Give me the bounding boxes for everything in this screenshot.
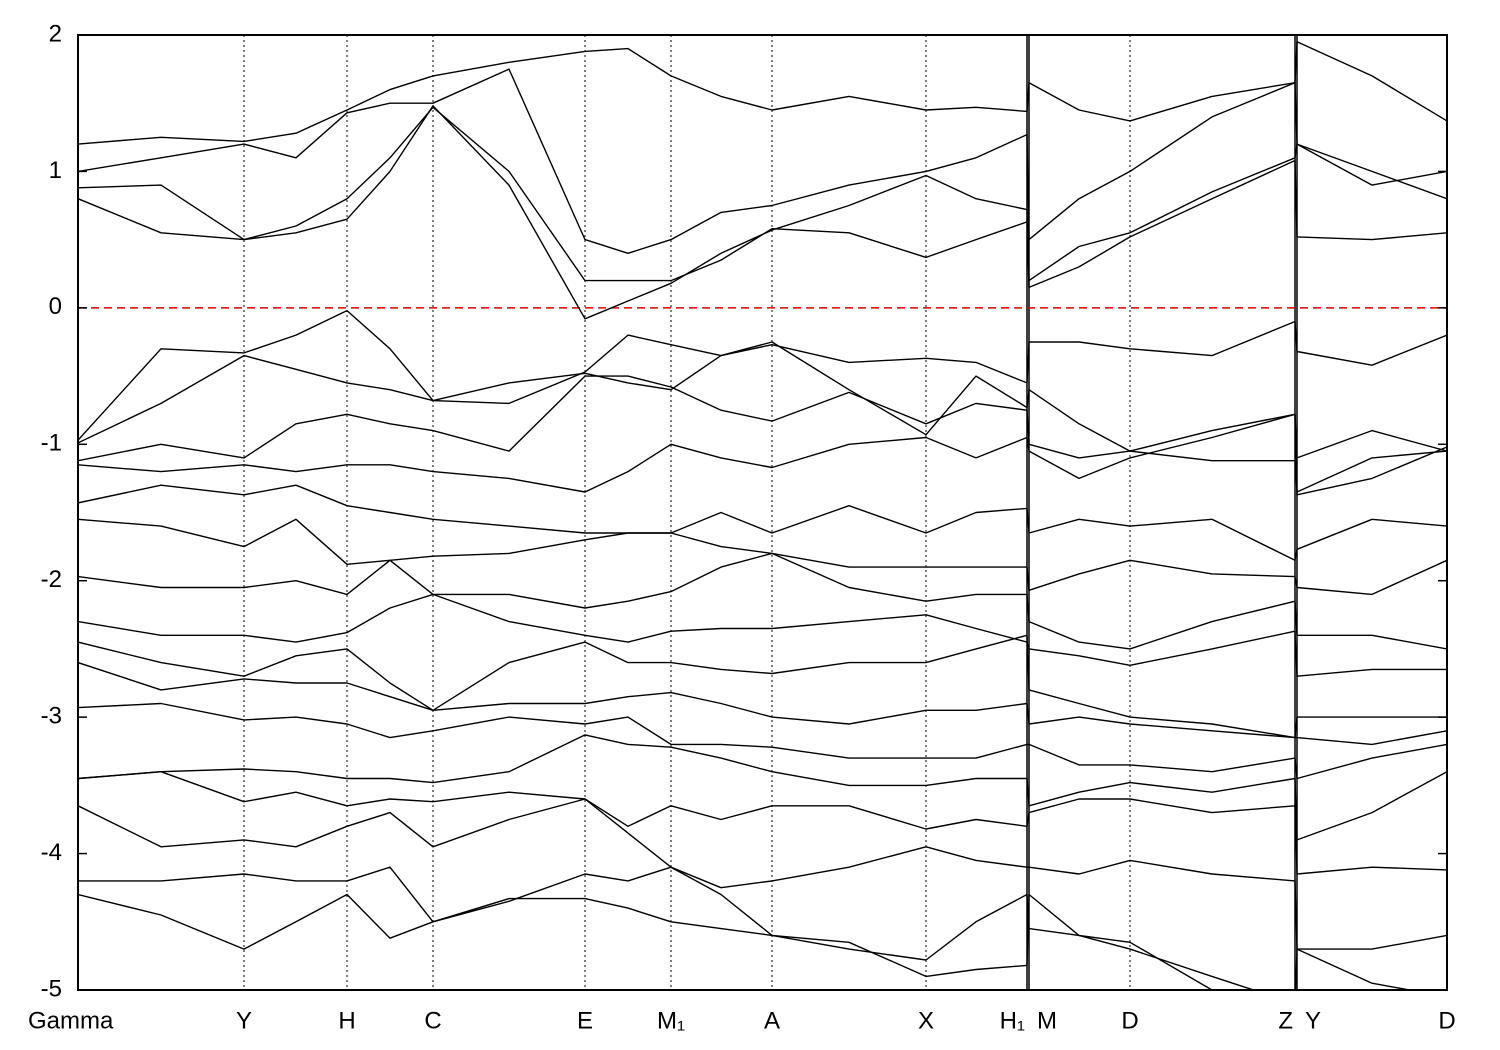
x-tick-label: D xyxy=(1121,1007,1138,1034)
band-line xyxy=(78,634,1447,739)
x-tick-label: Gamma xyxy=(28,1007,114,1034)
band-line xyxy=(78,702,1447,780)
band-line xyxy=(78,309,1447,441)
x-tick-label: X xyxy=(918,1007,934,1034)
x-tick-label: D xyxy=(1438,1007,1455,1034)
y-tick-label: -5 xyxy=(41,975,62,1002)
x-tick-label: H xyxy=(338,1007,355,1034)
y-tick-label: 0 xyxy=(49,293,62,320)
band-line xyxy=(78,771,1447,875)
plot-frame xyxy=(77,34,1448,991)
x-tick-label: E xyxy=(577,1007,593,1034)
y-tick-label: -1 xyxy=(41,430,62,457)
band-line xyxy=(78,68,1447,254)
y-tick-label: 2 xyxy=(49,20,62,47)
band-line xyxy=(78,552,1447,650)
band-line xyxy=(78,106,1447,289)
plot-area xyxy=(78,35,1447,990)
band-line xyxy=(78,341,1447,459)
x-tick-label: H₁ xyxy=(1000,1007,1025,1034)
band-line xyxy=(78,413,1447,496)
band-line xyxy=(78,375,1447,493)
band-line xyxy=(78,484,1447,561)
y-tick-label: 1 xyxy=(49,157,62,184)
x-tick-label: Z xyxy=(1278,1007,1293,1034)
x-tick-label: C xyxy=(424,1007,441,1034)
y-tick-label: -3 xyxy=(41,702,62,729)
band-line xyxy=(78,593,1447,677)
x-tick-label: Y xyxy=(236,1007,252,1034)
x-tick-label: Y xyxy=(1305,1007,1321,1034)
y-tick-label: -2 xyxy=(41,566,62,593)
band-line xyxy=(78,661,1447,746)
band-line xyxy=(78,518,1447,596)
x-tick-label: A xyxy=(764,1007,780,1034)
y-tick-label: -4 xyxy=(41,839,62,866)
band-line xyxy=(78,866,1414,990)
band-line xyxy=(78,734,1447,841)
band-line xyxy=(78,798,1447,950)
x-tick-label: M₁ xyxy=(657,1007,685,1034)
band-line xyxy=(78,105,1447,320)
band-line xyxy=(78,893,1215,990)
x-tick-label: M xyxy=(1037,1007,1057,1034)
band-line xyxy=(78,41,1447,145)
